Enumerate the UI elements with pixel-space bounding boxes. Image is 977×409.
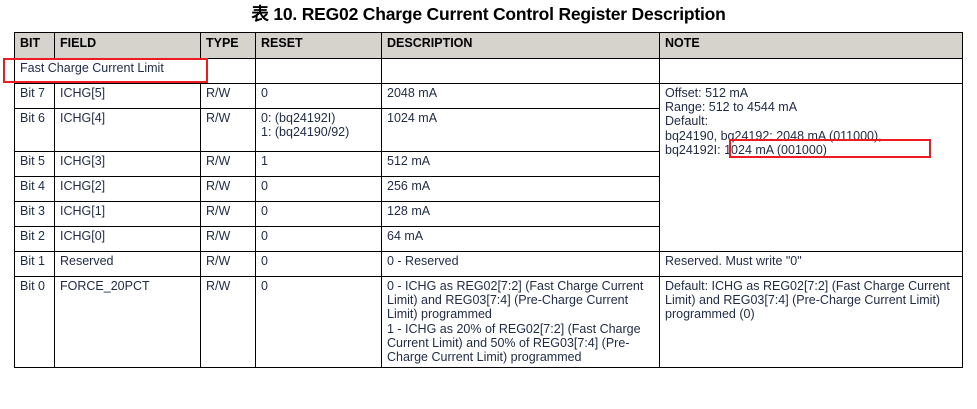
cell-reset: 0 [255, 275, 382, 369]
table-row: Bit 4 ICHG[2] R/W 0 256 mA [14, 176, 963, 202]
cell-bit: Bit 5 [14, 151, 55, 177]
cell-field: ICHG[1] [54, 201, 201, 227]
register-description-table: BIT FIELD TYPE RESET DESCRIPTION NOTE Fa… [14, 32, 963, 369]
cell-description: 512 mA [381, 151, 660, 177]
cell-reset: 0: (bq24192I) 1: (bq24190/92) [255, 108, 382, 152]
table-row: Bit 7 ICHG[5] R/W 0 2048 mA Offset: 512 … [14, 83, 963, 252]
cell-description: 0 - ICHG as REG02[7:2] (Fast Charge Curr… [381, 275, 660, 369]
cell-field: ICHG[5] [54, 83, 201, 109]
table-row: Bit 0 FORCE_20PCT R/W 0 0 - ICHG as REG0… [14, 275, 963, 369]
table-row: Bit 6 ICHG[4] R/W 0: (bq24192I) 1: (bq24… [14, 108, 963, 152]
cell-note: Default: ICHG as REG02[7:2] (Fast Charge… [659, 275, 963, 369]
cell-type: R/W [200, 275, 256, 369]
table-row: Bit 3 ICHG[1] R/W 0 128 mA [14, 201, 963, 227]
cell-field: ICHG[0] [54, 226, 201, 252]
cell-bit: Bit 3 [14, 201, 55, 227]
column-header-field: FIELD [54, 32, 201, 59]
table-row: Bit 5 ICHG[3] R/W 1 512 mA [14, 151, 963, 177]
cell-type: R/W [200, 201, 256, 227]
cell-description: 0 - Reserved [381, 251, 660, 277]
cell-reset: 0 [255, 251, 382, 277]
cell-reset: 1 [255, 151, 382, 177]
cell-reset: 0 [255, 226, 382, 252]
cell-type: R/W [200, 151, 256, 177]
column-header-reset: RESET [255, 32, 382, 59]
table-row: Bit 1 Reserved R/W 0 0 - Reserved Reserv… [14, 251, 963, 277]
cell-reset: 0 [255, 176, 382, 202]
cell-bit: Bit 4 [14, 176, 55, 202]
cell-description: 2048 mA [381, 83, 660, 109]
table-row-section-label: Fast Charge Current Limit [14, 58, 963, 84]
column-header-type: TYPE [200, 32, 256, 59]
cell-bit: Bit 0 [14, 275, 55, 369]
cell-description: 256 mA [381, 176, 660, 202]
cell-bit: Bit 6 [14, 108, 55, 152]
cell-reset: 0 [255, 201, 382, 227]
section-row-reset-empty [255, 58, 382, 84]
cell-field: FORCE_20PCT [54, 275, 201, 369]
cell-type: R/W [200, 226, 256, 252]
cell-type: R/W [200, 108, 256, 152]
cell-reset: 0 [255, 83, 382, 109]
cell-note: Reserved. Must write "0" [659, 251, 963, 277]
page-title: 表 10. REG02 Charge Current Control Regis… [251, 4, 726, 24]
section-row-description-empty [381, 58, 660, 84]
table-header-row: BIT FIELD TYPE RESET DESCRIPTION NOTE [14, 32, 963, 59]
cell-description: 64 mA [381, 226, 660, 252]
cell-field: Reserved [54, 251, 201, 277]
cell-field: ICHG[3] [54, 151, 201, 177]
cell-description: 128 mA [381, 201, 660, 227]
section-row-note-empty [659, 58, 963, 84]
cell-bit: Bit 1 [14, 251, 55, 277]
cell-field: ICHG[4] [54, 108, 201, 152]
column-header-description: DESCRIPTION [381, 32, 660, 59]
section-label-fast-charge-current-limit: Fast Charge Current Limit [14, 58, 256, 84]
cell-field: ICHG[2] [54, 176, 201, 202]
cell-type: R/W [200, 83, 256, 109]
cell-bit: Bit 2 [14, 226, 55, 252]
cell-type: R/W [200, 251, 256, 277]
column-header-bit: BIT [14, 32, 55, 59]
cell-note-ichg-merged: Offset: 512 mA Range: 512 to 4544 mA Def… [659, 83, 963, 252]
cell-bit: Bit 7 [14, 83, 55, 109]
column-header-note: NOTE [659, 32, 963, 59]
cell-type: R/W [200, 176, 256, 202]
cell-description: 1024 mA [381, 108, 660, 152]
